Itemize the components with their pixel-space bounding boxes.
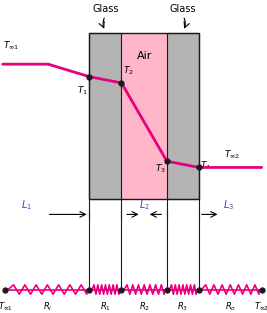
Text: $L_3$: $L_3$ [223,198,234,212]
Bar [89,33,121,199]
Bar [89,33,199,199]
Text: $T_{\infty 2}$: $T_{\infty 2}$ [254,300,267,313]
Text: $T_{\infty 2}$: $T_{\infty 2}$ [224,149,240,161]
Bar [167,33,199,199]
Bar [121,33,167,199]
Text: Glass: Glass [92,4,119,14]
Text: $T_1$: $T_1$ [77,85,88,97]
Text: $R_1$: $R_1$ [100,300,111,313]
Text: $R_i$: $R_i$ [43,300,52,313]
Text: Glass: Glass [170,4,196,14]
Text: $L_2$: $L_2$ [139,198,150,212]
Text: $R_3$: $R_3$ [177,300,189,313]
Text: $L_1$: $L_1$ [21,198,32,212]
Text: $T_{\infty 1}$: $T_{\infty 1}$ [3,39,19,52]
Text: $T_2$: $T_2$ [123,64,134,77]
Text: $R_2$: $R_2$ [139,300,150,313]
Text: $T_{\infty 1}$: $T_{\infty 1}$ [0,300,13,313]
Text: Air: Air [136,51,152,61]
Text: $T_3$: $T_3$ [155,163,166,175]
Text: $R_o$: $R_o$ [225,300,236,313]
Text: $T_4$: $T_4$ [200,160,211,172]
